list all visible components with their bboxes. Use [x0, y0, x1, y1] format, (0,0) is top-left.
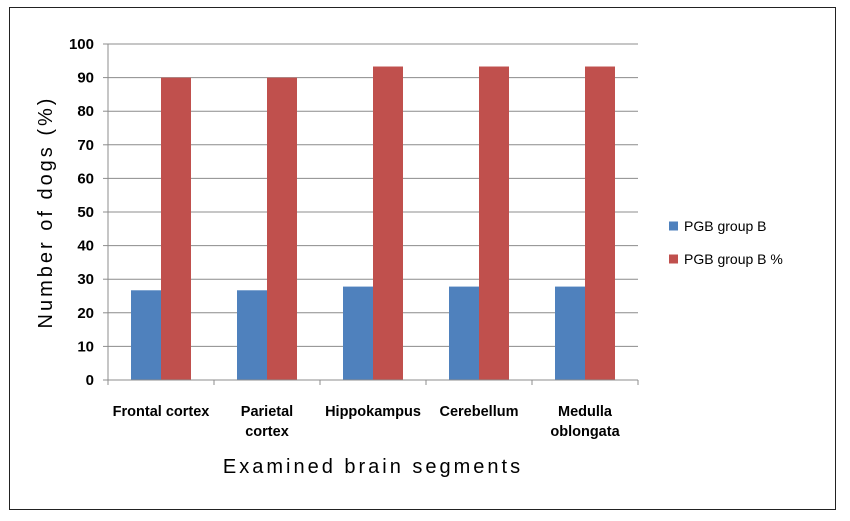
bar	[267, 77, 297, 380]
bar	[555, 286, 585, 380]
y-tick-label: 0	[86, 372, 94, 389]
y-tick-label: 20	[77, 305, 94, 322]
legend-label-pgb-group-b-percent: PGB group B %	[684, 251, 783, 267]
y-tick-label: 60	[77, 170, 94, 187]
x-category-label: Cerebellum	[440, 404, 519, 420]
y-tick-label: 100	[69, 36, 94, 53]
bars	[131, 66, 615, 381]
y-tick-label: 30	[77, 271, 94, 288]
y-tick-label: 40	[77, 238, 94, 255]
bar	[237, 290, 267, 380]
bar	[585, 66, 615, 381]
x-category-label: Medulla	[558, 404, 613, 420]
x-category-label: cortex	[245, 424, 289, 440]
bar	[479, 66, 509, 381]
x-category-label: oblongata	[550, 424, 620, 440]
chart-frame	[9, 7, 836, 510]
x-axis-title: Examined brain segments	[223, 456, 523, 478]
bar	[449, 286, 479, 380]
legend-swatch-pgb-group-b-percent	[669, 254, 678, 264]
bar	[161, 77, 191, 380]
bar	[131, 290, 161, 380]
legend: PGB group B PGB group B %	[669, 218, 783, 267]
y-tick-label: 70	[77, 137, 94, 154]
x-category-label: Parietal	[241, 404, 293, 420]
y-tick-label: 90	[77, 70, 94, 87]
legend-swatch-pgb-group-b	[669, 221, 678, 231]
axes	[107, 44, 639, 385]
bar	[343, 286, 373, 380]
y-tick-label: 80	[77, 103, 94, 120]
x-category-labels: Frontal cortex Parietal cortex Hippokampus C…	[113, 404, 621, 440]
bar	[373, 66, 403, 381]
y-tick-label: 10	[77, 338, 94, 355]
x-category-label: Hippokampus	[325, 404, 421, 420]
y-tick-label: 50	[77, 204, 94, 221]
y-tick-labels: 0 10 20 30 40 50 60 70 80 90 100	[69, 36, 94, 389]
x-category-label: Frontal cortex	[113, 404, 210, 420]
y-axis-title: Number of dogs (%)	[35, 96, 57, 329]
legend-label-pgb-group-b: PGB group B	[684, 218, 767, 234]
